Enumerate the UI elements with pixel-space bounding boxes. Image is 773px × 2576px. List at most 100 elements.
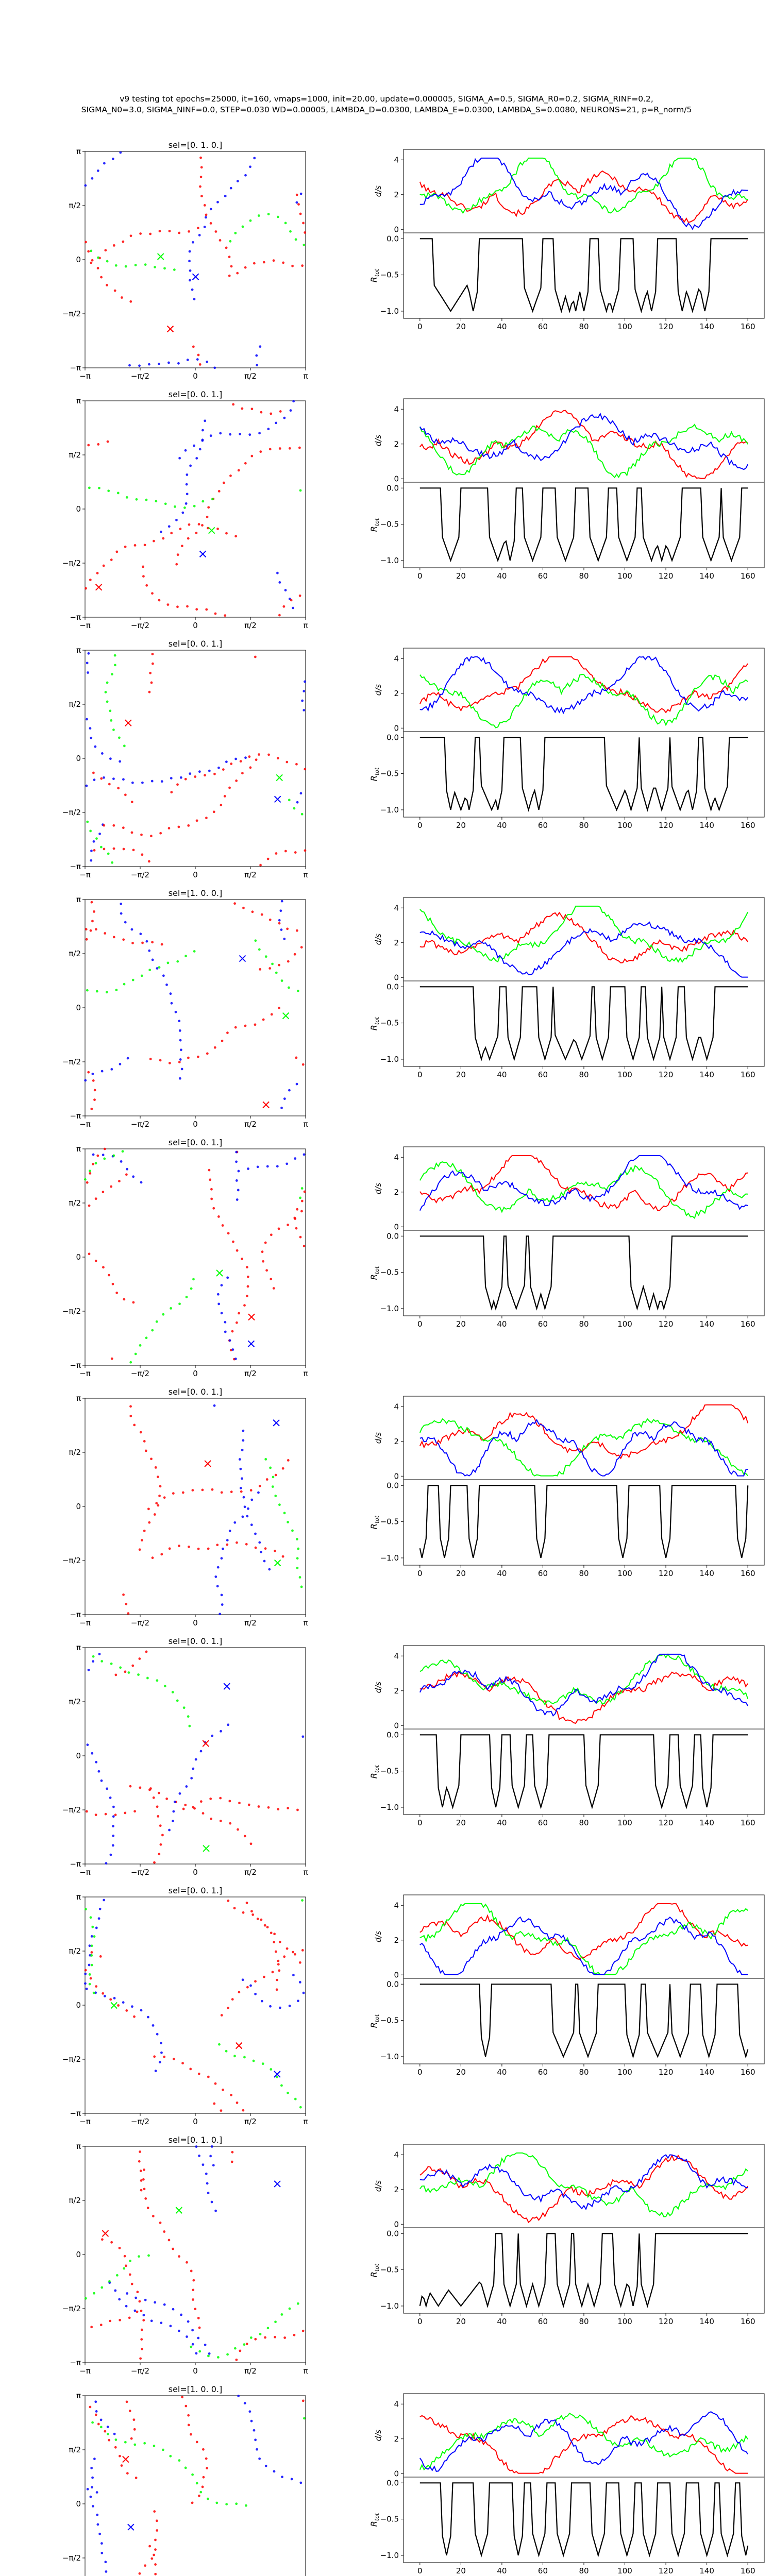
scatter-point (126, 2472, 129, 2475)
scatter-point (112, 1834, 115, 1837)
scatter-point (178, 2255, 180, 2258)
scatter-point (131, 978, 135, 981)
scatter-point (151, 653, 154, 655)
scatter-point (258, 1541, 261, 1544)
scatter-point (296, 1208, 299, 1211)
scatter-point (206, 2182, 209, 2185)
y-tick-label: 2 (394, 1686, 399, 1696)
scatter-point (185, 1296, 188, 1298)
scatter-point (276, 571, 279, 574)
scatter-point (163, 2055, 166, 2058)
scatter-point (288, 447, 291, 450)
scatter-point (226, 1543, 229, 1546)
scatter-point (112, 936, 115, 939)
scatter-point (237, 2395, 240, 2397)
scatter-point (219, 239, 222, 242)
y-tick-label: −π/2 (62, 1805, 81, 1815)
scatter-point (94, 928, 97, 931)
y-axis-label: Rtot (369, 1765, 380, 1778)
scatter-point (186, 2261, 188, 2264)
scatter-point (84, 1079, 87, 1082)
scatter-point (115, 2274, 119, 2277)
scatter-point (181, 1491, 184, 1494)
scatter-point (173, 1801, 176, 1803)
y-tick-label: −0.5 (380, 1268, 399, 1277)
y-tick-label: −0.5 (380, 2016, 399, 2025)
scatter-point (216, 2356, 220, 2359)
y-tick-label: 0 (394, 2469, 399, 2478)
scatter-point (140, 1181, 143, 1184)
scatter-point (179, 528, 182, 531)
x-tick-label: 80 (579, 2317, 589, 2326)
distance-frame (403, 149, 765, 233)
scatter-point (212, 2164, 215, 2167)
scatter-point (115, 550, 119, 553)
y-tick-label: −π/2 (62, 1556, 81, 1565)
scatter-point (201, 524, 204, 527)
scatter-point (90, 736, 93, 739)
scatter-point (203, 204, 206, 207)
scatter-point (83, 1178, 87, 1181)
scatter-point (122, 2001, 125, 2004)
scatter-point (112, 847, 115, 850)
scatter-point (196, 227, 199, 230)
target-marker (274, 1559, 281, 1567)
scatter-point (130, 831, 133, 834)
scatter-point (102, 1154, 105, 1157)
distance-plot: 024020406080100120140160d/s (374, 1894, 765, 1991)
scatter-point (219, 432, 222, 435)
scatter-point (295, 762, 298, 766)
scatter-point (96, 267, 99, 269)
scatter-point (280, 2084, 283, 2087)
scatter-point (225, 246, 228, 249)
scatter-point (195, 532, 198, 534)
scatter-point (205, 608, 208, 611)
scatter-point (302, 1991, 305, 1994)
scatter-point (88, 1982, 91, 1986)
scatter-point (254, 1023, 257, 1026)
scatter-point (119, 2318, 122, 2321)
x-tick-label: 160 (741, 1319, 755, 1329)
scatter-point (256, 1918, 259, 1920)
scatter-point (110, 1357, 113, 1360)
scatter-point (278, 1503, 281, 1506)
scatter-point (275, 421, 278, 425)
scatter-point (90, 1935, 93, 1938)
scatter-point (229, 1822, 232, 1825)
scatter-point (172, 2247, 175, 2250)
scatter-point (129, 1415, 132, 1417)
y-tick-label: 0.0 (386, 1231, 399, 1241)
scatter-point (293, 953, 296, 956)
scatter-point (303, 709, 306, 711)
scatter-point (189, 2067, 192, 2071)
scatter-point (133, 2309, 137, 2312)
scatter-point (278, 922, 281, 925)
scatter-point (151, 941, 154, 944)
scatter-point (245, 1902, 248, 1904)
scatter-point (97, 443, 100, 446)
scatter-point (89, 1916, 92, 1919)
scatter-point (243, 1505, 246, 1509)
scatter-point (131, 781, 134, 784)
scatter-point (162, 537, 165, 540)
scatter-point (249, 1984, 252, 1987)
scatter-point (193, 298, 196, 300)
d1-series-line (419, 2154, 748, 2224)
scatter-point (136, 2291, 139, 2294)
scatter-point (145, 1650, 148, 1653)
target-marker (274, 2180, 281, 2188)
scatter-point (140, 2009, 143, 2012)
scatter-point (291, 1529, 294, 1532)
scatter-point (112, 1825, 114, 1827)
scatter-point (283, 1512, 286, 1515)
scatter-point (295, 1082, 298, 1086)
scatter-point (95, 990, 98, 993)
scatter-point (135, 498, 138, 501)
d1-series-line (419, 1404, 749, 1460)
scatter-point (280, 1107, 283, 1109)
scatter-point (197, 2495, 200, 2497)
scatter-point (99, 2426, 103, 2429)
scatter-point (156, 1679, 159, 1682)
scatter-point (93, 1098, 96, 1101)
y-tick-label: −0.5 (380, 520, 399, 529)
